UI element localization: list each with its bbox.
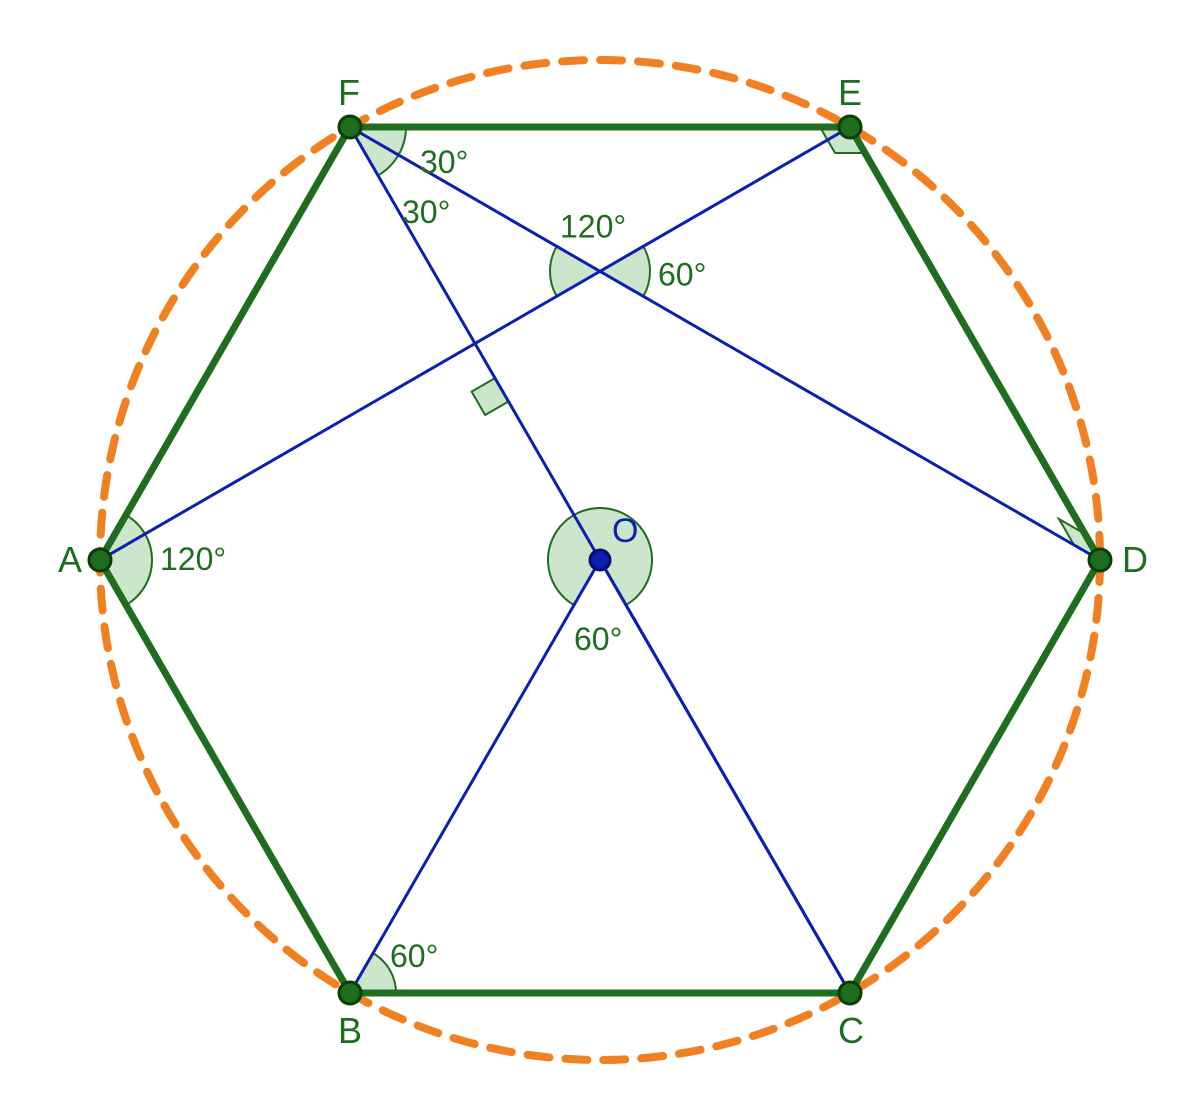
segment-AE [100,127,850,560]
angle-label-O_BOC: 60° [574,621,622,657]
vertex-F [339,116,361,138]
geometry-diagram: A B C D E F O 120° 60° 60° 30° 30° 120° 60° [0,0,1200,1118]
vertex-B [339,982,361,1004]
label-B: B [338,1010,362,1051]
center-point [590,550,610,570]
angle-arc [600,246,650,296]
segment-OB [350,560,600,993]
vertex-D [1089,549,1111,571]
label-A: A [58,539,82,580]
vertex-A [89,549,111,571]
vertex-E [839,116,861,138]
angle-label-F_EFD: 30° [420,144,468,180]
angle-label-F_DFC: 30° [402,194,450,230]
segment-OC [600,560,850,993]
segment-FD [350,127,1100,560]
angle-label-A_interior: 120° [160,541,226,577]
label-C: C [838,1010,864,1051]
label-D: D [1122,539,1148,580]
label-O: O [612,512,638,550]
angle-label-X_AXF_120: 120° [560,208,626,244]
right-angle-marker [472,378,509,415]
angle-arc [550,246,600,296]
label-E: E [838,72,862,113]
vertex-C [839,982,861,1004]
angle-label-B_OBC: 60° [390,938,438,974]
label-F: F [338,72,360,113]
angle-label-X_DXE_60: 60° [658,256,706,292]
